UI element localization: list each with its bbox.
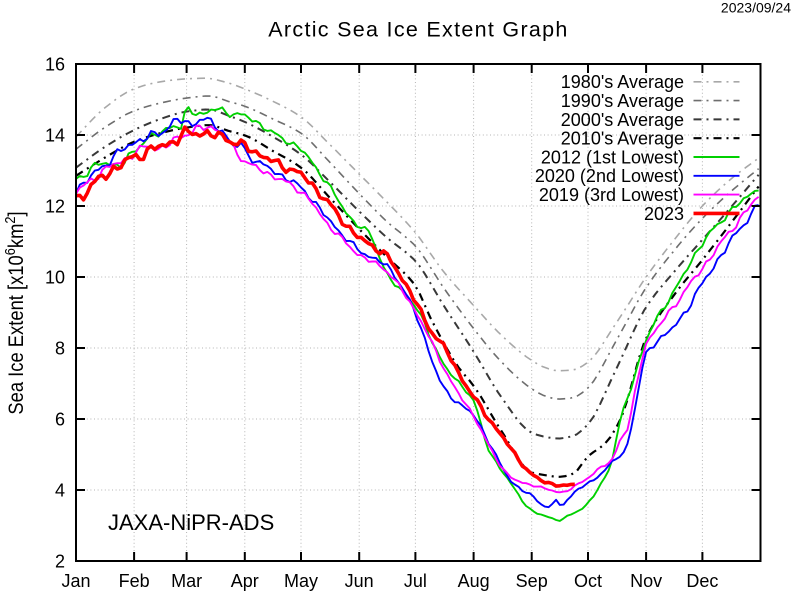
svg-text:12: 12 <box>45 197 65 217</box>
svg-text:16: 16 <box>45 55 65 75</box>
svg-text:14: 14 <box>45 126 65 146</box>
svg-text:Jun: Jun <box>345 571 374 591</box>
svg-text:2: 2 <box>55 552 65 572</box>
svg-text:Arctic Sea Ice Extent Graph: Arctic Sea Ice Extent Graph <box>268 18 568 42</box>
svg-text:2023: 2023 <box>644 204 684 224</box>
svg-text:10: 10 <box>45 268 65 288</box>
svg-text:2019 (3rd Lowest): 2019 (3rd Lowest) <box>539 185 684 205</box>
svg-text:2012 (1st Lowest): 2012 (1st Lowest) <box>541 147 684 167</box>
svg-text:Aug: Aug <box>458 571 490 591</box>
svg-text:Oct: Oct <box>574 571 602 591</box>
svg-text:2000's Average: 2000's Average <box>561 110 684 130</box>
svg-text:JAXA-NiPR-ADS: JAXA-NiPR-ADS <box>108 510 274 535</box>
svg-text:4: 4 <box>55 481 65 501</box>
svg-text:Jul: Jul <box>404 571 427 591</box>
svg-text:8: 8 <box>55 339 65 359</box>
svg-text:Mar: Mar <box>171 571 202 591</box>
svg-text:Sep: Sep <box>516 571 548 591</box>
svg-text:Sea Ice Extent [x106km2]: Sea Ice Extent [x106km2] <box>1 211 28 414</box>
svg-text:2023/09/24: 2023/09/24 <box>721 0 791 16</box>
svg-text:1990's Average: 1990's Average <box>561 91 684 111</box>
svg-text:2020 (2nd Lowest): 2020 (2nd Lowest) <box>535 166 684 186</box>
svg-text:2010's Average: 2010's Average <box>561 129 684 149</box>
svg-text:1980's Average: 1980's Average <box>561 72 684 92</box>
svg-text:6: 6 <box>55 410 65 430</box>
svg-text:May: May <box>284 571 318 591</box>
svg-text:Feb: Feb <box>119 571 150 591</box>
svg-text:Jan: Jan <box>61 571 90 591</box>
svg-text:Nov: Nov <box>630 571 662 591</box>
svg-text:Apr: Apr <box>231 571 259 591</box>
svg-text:Dec: Dec <box>686 571 718 591</box>
